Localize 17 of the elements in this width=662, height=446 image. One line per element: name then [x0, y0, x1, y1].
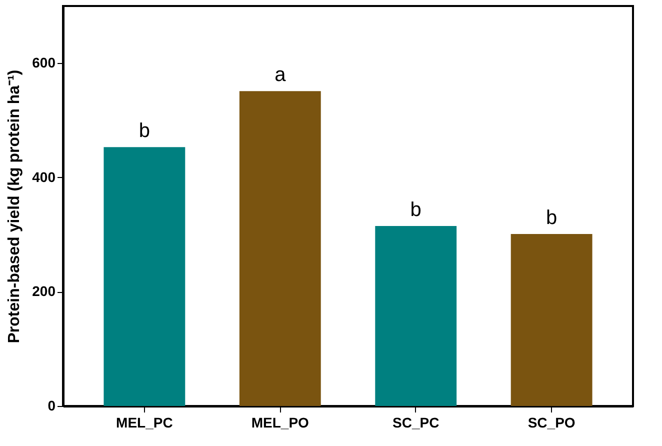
bar	[375, 226, 457, 406]
annotation: a	[274, 64, 287, 86]
bar	[104, 147, 186, 406]
y-axis-title: Protein-based yield (kg protein ha⁻¹)	[6, 70, 24, 344]
bar	[510, 234, 592, 406]
annotation: b	[138, 120, 150, 142]
y-tick-label: 400	[32, 168, 56, 185]
annotation: b	[410, 199, 422, 221]
x-tick-label: SC_PO	[528, 414, 576, 430]
y-tick-label: 600	[32, 54, 56, 71]
x-tick-label: MEL_PC	[116, 414, 173, 430]
y-tick-label: 0	[48, 398, 56, 414]
annotation: b	[546, 207, 558, 229]
x-tick-label: MEL_PO	[251, 414, 310, 430]
y-tick-label: 200	[32, 283, 56, 300]
bar	[239, 91, 321, 406]
x-tick-label: SC_PC	[392, 414, 440, 430]
